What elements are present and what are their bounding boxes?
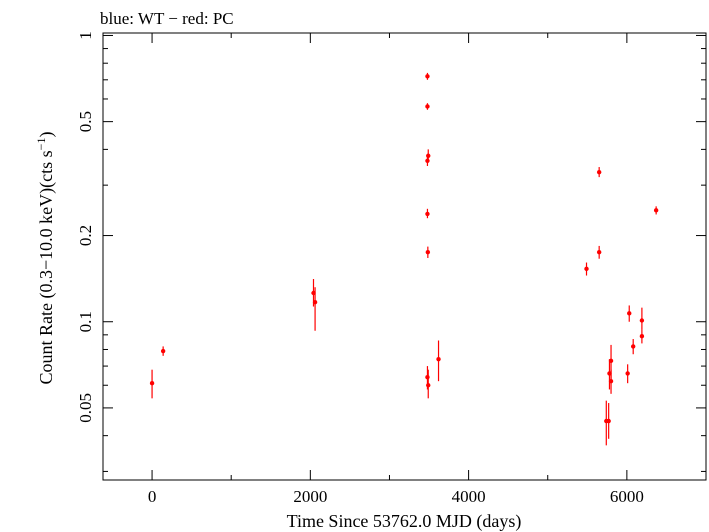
axis-tick-labels: 0 2000 4000 6000 0.05 0.1 0.2 0.5 1 bbox=[76, 31, 644, 506]
data-point bbox=[606, 418, 611, 424]
x-tick-label: 0 bbox=[148, 487, 157, 506]
y-tick-label: 0.1 bbox=[76, 311, 95, 332]
y-tick-label: 0.05 bbox=[76, 393, 95, 423]
data-point bbox=[608, 358, 614, 364]
plot-frame bbox=[102, 32, 707, 481]
data-point bbox=[596, 169, 602, 175]
data-point bbox=[425, 211, 430, 217]
x-tick-label: 6000 bbox=[610, 487, 644, 506]
y-axis-label-main: Count Rate (0.3−10.0 keV)(cts s bbox=[36, 150, 57, 384]
data-point bbox=[625, 371, 630, 376]
axis-ticks bbox=[103, 33, 706, 480]
y-tick-label: 0.2 bbox=[76, 225, 95, 246]
data-point bbox=[425, 104, 430, 109]
y-tick-label: 1 bbox=[76, 31, 95, 40]
data-point bbox=[426, 153, 431, 158]
data-point bbox=[630, 344, 636, 349]
data-point bbox=[312, 300, 318, 305]
data-point bbox=[639, 318, 645, 323]
data-point bbox=[596, 249, 602, 255]
data-point bbox=[425, 74, 430, 79]
data-point bbox=[639, 334, 645, 339]
x-axis-label: Time Since 53762.0 MJD (days) bbox=[287, 511, 522, 532]
x-tick-label: 2000 bbox=[293, 487, 327, 506]
y-axis-label: Count Rate (0.3−10.0 keV)(cts s−1) bbox=[34, 132, 57, 385]
data-point bbox=[425, 158, 430, 163]
data-point bbox=[627, 311, 632, 316]
data-point bbox=[584, 266, 589, 272]
data-point bbox=[608, 378, 614, 384]
data-point bbox=[425, 375, 430, 380]
data-points bbox=[149, 72, 659, 446]
data-point bbox=[149, 380, 155, 386]
x-tick-label: 4000 bbox=[452, 487, 486, 506]
data-point bbox=[426, 383, 431, 388]
chart-title: blue: WT − red: PC bbox=[100, 9, 234, 28]
data-point bbox=[160, 348, 166, 354]
y-axis-label-exponent: −1 bbox=[34, 138, 48, 151]
data-point bbox=[436, 356, 441, 362]
y-axis-label-end: ) bbox=[36, 132, 57, 138]
data-point bbox=[653, 208, 659, 213]
y-tick-label: 0.5 bbox=[76, 111, 95, 132]
data-point bbox=[425, 249, 431, 255]
